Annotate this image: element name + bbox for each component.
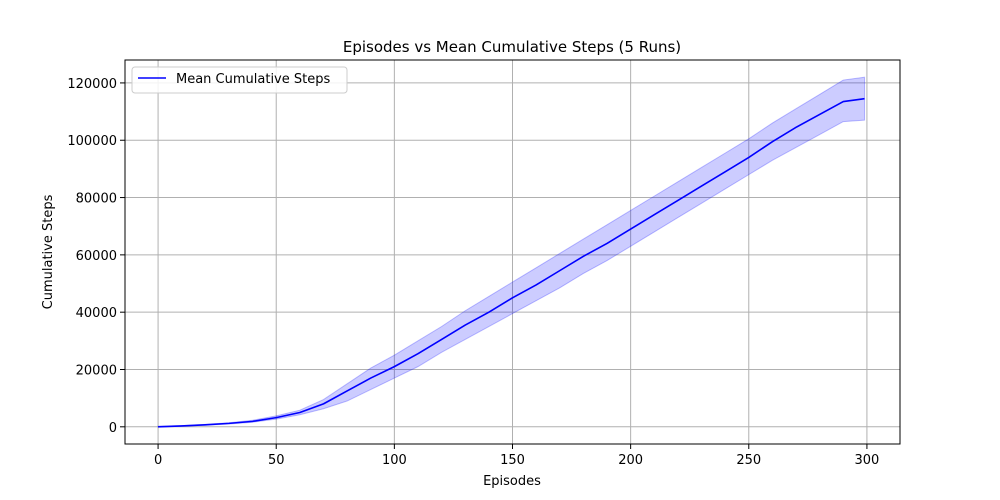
x-tick-label: 100	[382, 453, 407, 468]
x-axis-ticks: 0 50 100 150 200 250 300	[154, 444, 879, 468]
x-tick-label: 300	[855, 453, 880, 468]
x-tick-label: 50	[268, 453, 285, 468]
y-axis-ticks: 0 20000 40000 60000 80000 100000 120000	[67, 77, 125, 436]
y-tick-label: 40000	[76, 306, 117, 321]
y-tick-label: 120000	[67, 77, 117, 92]
x-axis-label: Episodes	[483, 474, 541, 489]
chart-title: Episodes vs Mean Cumulative Steps (5 Run…	[343, 38, 681, 56]
y-tick-label: 80000	[76, 192, 117, 207]
x-tick-label: 0	[154, 453, 162, 468]
y-tick-label: 60000	[76, 249, 117, 264]
x-tick-label: 150	[500, 453, 525, 468]
legend-label: Mean Cumulative Steps	[176, 72, 330, 87]
series-band	[157, 76, 866, 428]
series-line	[158, 97, 865, 428]
y-tick-label: 0	[109, 421, 117, 436]
x-tick-label: 250	[736, 453, 761, 468]
x-tick-label: 200	[618, 453, 643, 468]
series-lines	[158, 97, 865, 428]
confidence-band	[157, 76, 866, 428]
legend-box	[131, 66, 348, 94]
y-axis-label: Cumulative Steps	[41, 194, 56, 309]
grid	[125, 60, 900, 444]
legend: Mean Cumulative Steps	[131, 66, 348, 94]
y-tick-label: 20000	[76, 363, 117, 378]
y-tick-label: 100000	[67, 134, 117, 149]
